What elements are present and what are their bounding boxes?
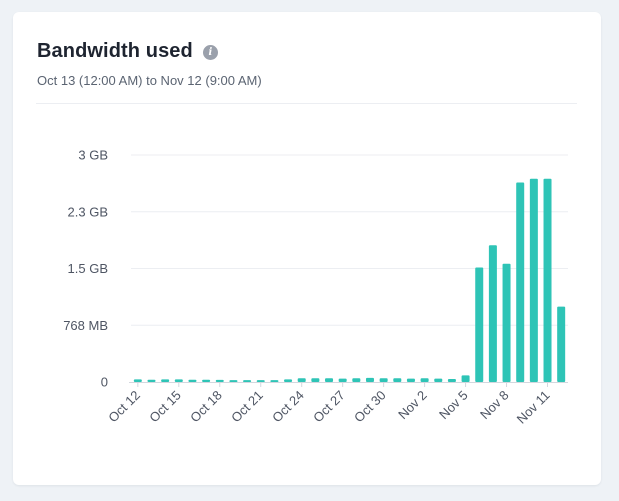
bar-nov-7[interactable] — [488, 245, 497, 382]
bandwidth-card: Bandwidth used i Oct 13 (12:00 AM) to No… — [13, 12, 601, 485]
bar-oct-16[interactable] — [188, 379, 197, 382]
x-tick-label: Oct 12 — [105, 388, 143, 426]
card-header: Bandwidth used i Oct 13 (12:00 AM) to No… — [37, 40, 577, 88]
bar-oct-18[interactable] — [215, 379, 224, 382]
bar-oct-26[interactable] — [325, 378, 334, 382]
x-tick-label: Nov 8 — [477, 388, 512, 423]
x-tick-label: Oct 24 — [269, 388, 307, 426]
bar-nov-4[interactable] — [447, 379, 456, 382]
title-row: Bandwidth used i — [37, 40, 577, 63]
bar-nov-6[interactable] — [475, 267, 484, 382]
y-tick-label: 3 GB — [78, 148, 108, 163]
bar-nov-11[interactable] — [543, 178, 552, 382]
bar-nov-10[interactable] — [529, 178, 538, 382]
bar-nov-5[interactable] — [461, 375, 470, 382]
date-range: Oct 13 (12:00 AM) to Nov 12 (9:00 AM) — [37, 73, 262, 88]
bar-oct-15[interactable] — [174, 379, 183, 382]
x-tick-label: Nov 2 — [395, 388, 430, 423]
bar-nov-12[interactable] — [557, 306, 566, 382]
bar-nov-3[interactable] — [434, 378, 443, 382]
x-tick-label: Oct 27 — [310, 388, 348, 426]
bar-oct-20[interactable] — [243, 380, 252, 382]
x-tick-label: Oct 18 — [187, 388, 225, 426]
bar-nov-2[interactable] — [420, 378, 429, 382]
info-icon[interactable]: i — [202, 44, 218, 60]
card-title: Bandwidth used — [37, 40, 193, 62]
x-tick-label: Oct 15 — [146, 388, 184, 426]
x-axis-labels: Oct 12 Oct 15 Oct 18 Oct 21 Oct 24 Oct 27 Oct … — [105, 388, 552, 427]
bar-oct-30[interactable] — [379, 378, 388, 382]
x-tick-label: Oct 30 — [351, 388, 389, 426]
x-axis — [129, 382, 568, 387]
x-tick-label: Nov 5 — [436, 388, 471, 423]
bar-oct-25[interactable] — [311, 378, 320, 382]
bar-oct-14[interactable] — [161, 379, 170, 382]
x-tick-label: Nov 11 — [514, 388, 553, 427]
y-axis-labels: 0 768 MB 1.5 GB 2.3 GB 3 GB — [63, 148, 108, 390]
bar-oct-22[interactable] — [270, 380, 279, 382]
y-tick-label: 0 — [101, 375, 108, 390]
bar-oct-23[interactable] — [284, 379, 293, 382]
bar-oct-28[interactable] — [352, 378, 361, 382]
bar-oct-21[interactable] — [256, 380, 265, 382]
bar-oct-19[interactable] — [229, 380, 238, 382]
bar-nov-8[interactable] — [502, 263, 511, 382]
y-tick-label: 2.3 GB — [68, 204, 108, 219]
bar-oct-17[interactable] — [202, 379, 211, 382]
bar-nov-9[interactable] — [516, 182, 525, 382]
grid-lines — [131, 154, 568, 326]
bar-oct-31[interactable] — [393, 378, 402, 382]
bar-series — [133, 178, 566, 382]
bar-oct-29[interactable] — [365, 377, 374, 382]
header-divider — [36, 103, 577, 104]
bar-oct-27[interactable] — [338, 378, 347, 382]
bar-oct-13[interactable] — [147, 379, 156, 382]
bar-nov-1[interactable] — [406, 378, 415, 382]
y-tick-label: 768 MB — [63, 318, 108, 333]
x-tick-label: Oct 21 — [228, 388, 266, 426]
bar-oct-24[interactable] — [297, 378, 306, 382]
y-tick-label: 1.5 GB — [68, 261, 108, 276]
bar-oct-12[interactable] — [133, 379, 142, 382]
